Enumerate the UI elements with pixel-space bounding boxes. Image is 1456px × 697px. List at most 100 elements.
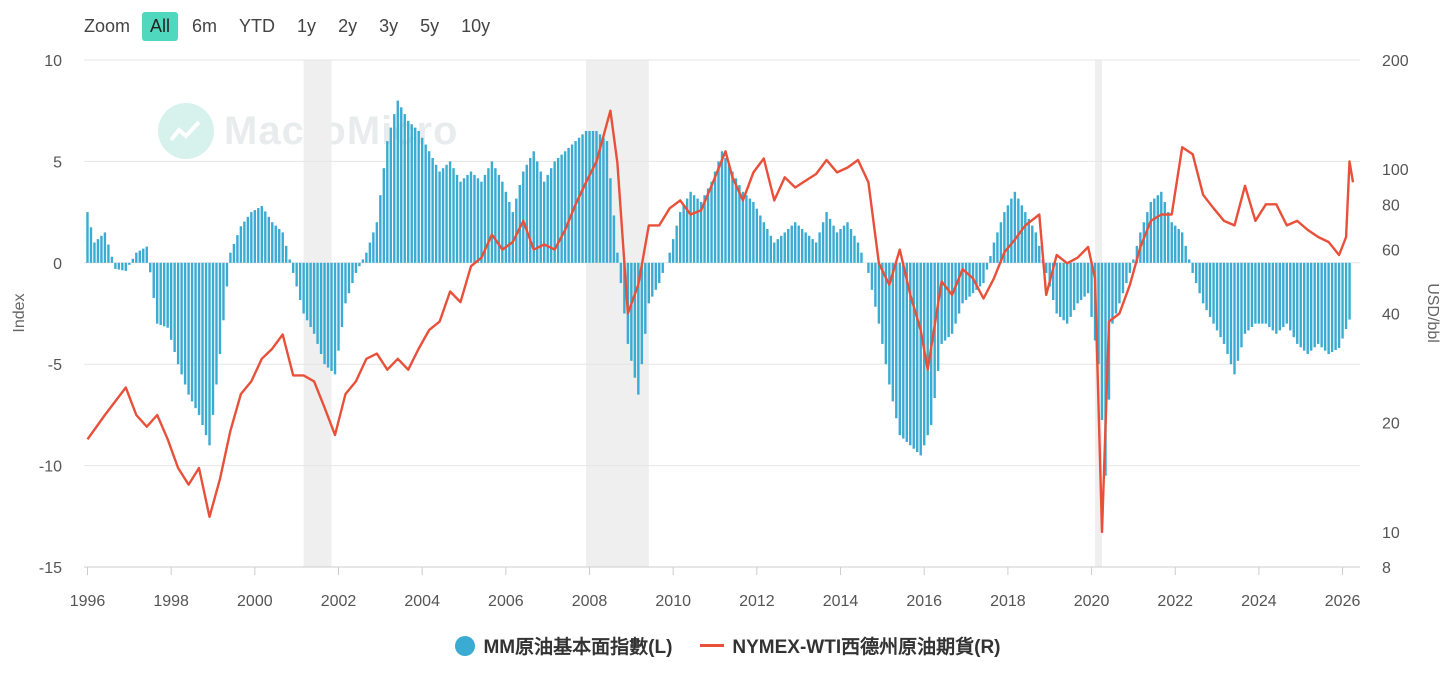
index-bar (1090, 262, 1093, 317)
index-bar (647, 262, 650, 304)
index-bar (232, 243, 236, 263)
index-bar (215, 262, 218, 385)
index-bar (999, 222, 1003, 263)
index-bar (145, 246, 148, 263)
index-bar (1135, 245, 1139, 263)
legend-label-bars: MM原油基本面指數(L) (483, 637, 673, 658)
index-bar (149, 262, 152, 273)
index-bar (1072, 262, 1076, 311)
index-bar (1024, 212, 1027, 263)
index-bar (156, 262, 159, 324)
y-left-tick-label: 5 (53, 154, 62, 171)
index-bar (532, 151, 535, 263)
index-bar (89, 227, 93, 263)
index-bar (1128, 262, 1132, 273)
index-bar (651, 262, 654, 297)
index-bar (961, 262, 964, 304)
index-bar (630, 262, 633, 361)
index-bar (229, 252, 232, 263)
index-bar (1058, 262, 1062, 317)
index-bar (1215, 262, 1219, 331)
y-right-tick-label: 40 (1382, 307, 1400, 324)
index-bar (1289, 262, 1292, 331)
y-right-tick-label: 80 (1382, 197, 1400, 214)
zoom-5y-button[interactable]: 5y (420, 15, 440, 36)
x-tick-label: 2018 (990, 593, 1026, 610)
index-bar (1344, 262, 1348, 330)
x-tick-label: 2024 (1241, 593, 1277, 610)
index-bar (682, 205, 685, 263)
index-bar (560, 154, 563, 263)
index-bar (623, 262, 626, 314)
index-bar (595, 130, 598, 263)
index-bar (466, 174, 469, 263)
index-bar (1348, 262, 1351, 320)
zoom-ytd-button[interactable]: YTD (239, 15, 276, 36)
index-bar (902, 262, 905, 439)
index-bar (1180, 232, 1184, 263)
index-bar (208, 262, 211, 446)
zoom-all-button[interactable]: All (142, 11, 179, 41)
index-bar (281, 232, 284, 263)
zoom-10y-button[interactable]: 10y (461, 15, 491, 36)
index-bar (668, 252, 671, 263)
index-bar (832, 225, 835, 263)
index-bar (504, 191, 508, 263)
index-bar (616, 252, 619, 263)
index-bar (522, 171, 525, 263)
index-bar (734, 178, 738, 263)
index-bar (909, 262, 912, 446)
legend-line-icon (700, 644, 725, 647)
index-bar (427, 151, 431, 263)
index-bar (689, 191, 692, 263)
index-bar (766, 229, 769, 263)
index-bar (989, 256, 992, 263)
index-bar (1187, 259, 1191, 263)
index-bar (1174, 225, 1177, 263)
zoom-6m-button[interactable]: 6m (192, 15, 218, 36)
index-bar (1160, 191, 1163, 263)
index-bar (1027, 218, 1030, 263)
zoom-1y-button[interactable]: 1y (297, 15, 317, 36)
legend-label-line: NYMEX-WTI西德州原油期貨(R) (732, 637, 1001, 658)
index-bar (588, 130, 591, 263)
index-bar (818, 232, 821, 263)
zoom-selector: Zoom All 6m YTD 1y 2y 3y 5y 10y (84, 10, 504, 42)
index-bar (1114, 262, 1118, 314)
index-bar (1226, 262, 1229, 355)
index-bar (549, 168, 553, 263)
index-bar (884, 262, 888, 365)
index-bar (821, 222, 825, 263)
index-bar (260, 206, 264, 263)
index-bar (1208, 262, 1212, 317)
index-bar (1313, 262, 1316, 348)
index-bar (637, 262, 640, 395)
zoom-3y-button[interactable]: 3y (379, 15, 399, 36)
x-tick-label: 2016 (906, 593, 942, 610)
index-bar (201, 262, 204, 426)
index-bar (1222, 262, 1226, 344)
y-right-tick-label: 60 (1382, 243, 1400, 260)
index-bar (856, 242, 860, 263)
zoom-2y-button[interactable]: 2y (338, 15, 358, 36)
legend-item-line[interactable]: NYMEX-WTI西德州原油期貨(R) (700, 632, 1001, 659)
index-bar (612, 215, 616, 263)
index-bar (835, 232, 839, 263)
x-tick-label: 2026 (1325, 593, 1361, 610)
index-bar (225, 262, 229, 287)
index-bar (954, 262, 957, 324)
index-bar (957, 262, 961, 314)
index-bar (124, 262, 128, 271)
index-bar (323, 262, 326, 365)
index-bar (1045, 262, 1048, 273)
index-bar (950, 262, 954, 334)
index-bar (1316, 262, 1320, 344)
index-bar (1201, 262, 1205, 304)
legend-item-bars[interactable]: MM原油基本面指數(L) (455, 632, 672, 659)
index-bar (675, 225, 678, 263)
index-bar (1309, 262, 1313, 351)
index-bar (591, 130, 595, 263)
index-bar (968, 262, 971, 297)
index-bar (431, 158, 434, 263)
index-bar (103, 232, 107, 263)
